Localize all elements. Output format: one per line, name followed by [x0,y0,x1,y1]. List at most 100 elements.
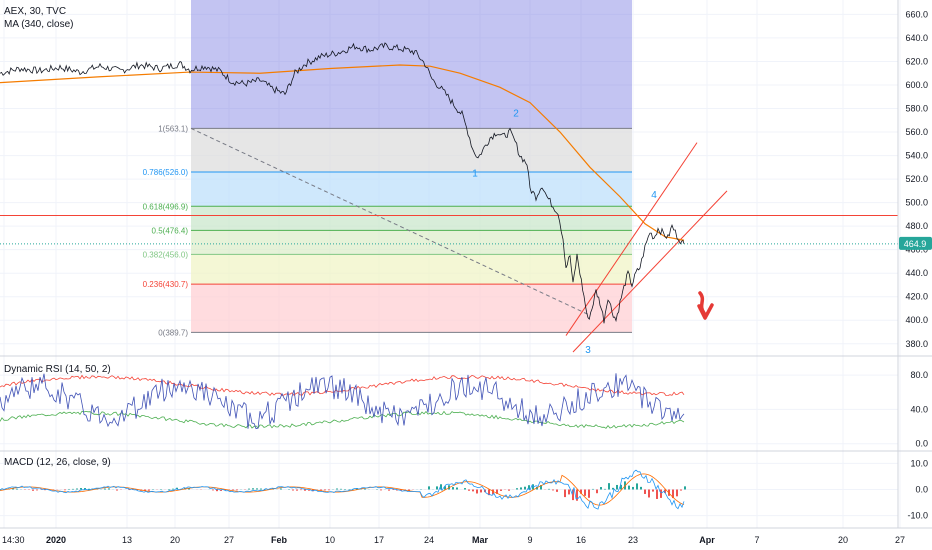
current-price-label: 464.9 [904,239,927,249]
fib-level-label: 0.5(476.4) [152,226,189,235]
macd-histogram-bar [568,489,570,495]
macd-histogram-bar [256,488,258,490]
blue-date-range-zone [191,0,632,129]
macd-histogram-bar [328,489,330,491]
price-tick-label: 400.0 [905,315,928,325]
price-line [0,42,685,324]
fib-level-label: 0.786(526.0) [143,168,189,177]
macd-histogram-bar [616,484,618,490]
macd-histogram-bar [520,487,522,490]
macd-histogram-bar [516,488,518,490]
time-tick-label: Apr [699,535,715,545]
macd-histogram-bar [492,489,494,495]
time-tick-label: 14:30 [2,535,25,545]
macd-histogram-bar [476,489,478,494]
price-tick-label: 640.0 [905,33,928,43]
time-tick-label: 20 [170,535,180,545]
macd-histogram-bar [104,488,106,490]
price-series [0,42,685,324]
macd-histogram-bar [548,488,550,490]
macd-histogram-bar [672,489,674,499]
time-axis[interactable]: 14:30 2020 13 20 27 Feb 10 17 24 Mar 9 16 23 Apr 7 20 27 [2,535,905,545]
macd-tick-label: 10.0 [910,458,928,468]
channel-lower-line[interactable] [572,190,728,353]
macd-histogram-bar [452,487,454,490]
macd-histogram-bar [72,488,74,490]
fib-level-label: 0.236(430.7) [143,280,189,289]
fib-zone [191,284,632,333]
macd-histogram-bar [496,489,498,494]
macd-histogram-bar [296,489,298,491]
macd-tick-label: 0.0 [915,485,928,495]
time-tick-label: 27 [224,535,234,545]
macd-histogram-bar [400,489,402,491]
fib-zones [191,0,632,333]
macd-histogram-bar [116,489,118,491]
macd-histogram-bar [32,489,34,491]
time-tick-label: 20 [838,535,848,545]
fib-levels[interactable]: 1(563.1) 0.786(526.0) 0.618(496.9) 0.5(476.… [143,124,632,337]
price-tick-label: 620.0 [905,56,928,66]
macd-histogram-bar [656,489,658,499]
macd-histogram-bar [292,489,294,491]
macd-histogram-bar [248,488,250,490]
macd-histogram-bar [472,489,474,492]
macd-histogram-bar [576,489,578,501]
price-tick-label: 420.0 [905,292,928,302]
macd-histogram-bar [556,489,558,492]
macd-histogram-bar [456,487,458,490]
macd-line [0,469,685,510]
macd-histogram-bar [232,489,234,491]
price-tick-label: 540.0 [905,151,928,161]
macd-histogram-bar [340,488,342,490]
macd-histogram-bar [524,486,526,490]
macd-histogram-bar [604,488,606,490]
fib-level-label: 1(563.1) [158,124,188,133]
macd-histogram-bar [664,489,666,494]
macd-histogram-bar [172,488,174,490]
price-tick-label: 600.0 [905,80,928,90]
drawings[interactable]: 1 2 3 4 [0,109,898,356]
macd-histogram-bar [580,489,582,494]
macd-histogram-bar [88,488,90,490]
macd-histogram-bar [408,489,410,491]
fib-level-label: 0.382(456.0) [143,250,189,259]
macd-histogram-bar [388,489,390,491]
macd-histogram-bar [188,487,190,490]
fib-zone [191,254,632,285]
fib-zone [191,206,632,231]
time-tick-label: 2020 [46,535,66,545]
macd-histogram-bar [628,485,630,490]
ma-340-line [0,64,685,241]
fib-trend-line[interactable] [190,127,589,315]
macd-tick-label: -10.0 [907,511,928,521]
time-tick-label: Mar [472,535,489,545]
macd-histogram-bar [612,487,614,490]
macd-histogram-bar [300,489,302,491]
down-arrow-icon [697,291,714,320]
macd-histogram-bar [344,488,346,490]
channel-upper-line[interactable] [565,142,698,336]
macd-histogram-bar [468,489,470,491]
macd-histogram-bar [68,488,70,490]
macd-histogram-bar [16,488,18,490]
macd-histogram-bar [552,489,554,491]
macd-legend: MACD (12, 26, close, 9) [4,457,111,468]
wave-label-2: 2 [513,109,519,120]
macd-histogram-bar [584,489,586,496]
fib-zone [191,172,632,207]
macd-histogram-bar [76,488,78,490]
macd-histogram-bar [364,488,366,490]
macd-histogram-bar [488,489,490,496]
macd-histogram-bar [320,489,322,491]
macd-histogram-bar [680,489,682,491]
rsi-tick-label: 80.0 [910,370,928,380]
macd-histogram-bar [224,489,226,491]
rsi-tick-label: 40.0 [910,404,928,414]
macd-histogram-bar [304,489,306,491]
macd-histogram-bar [500,489,502,491]
wave-label-3: 3 [585,345,591,356]
macd-histogram-bar [260,488,262,490]
macd-histogram-bar [684,486,686,490]
